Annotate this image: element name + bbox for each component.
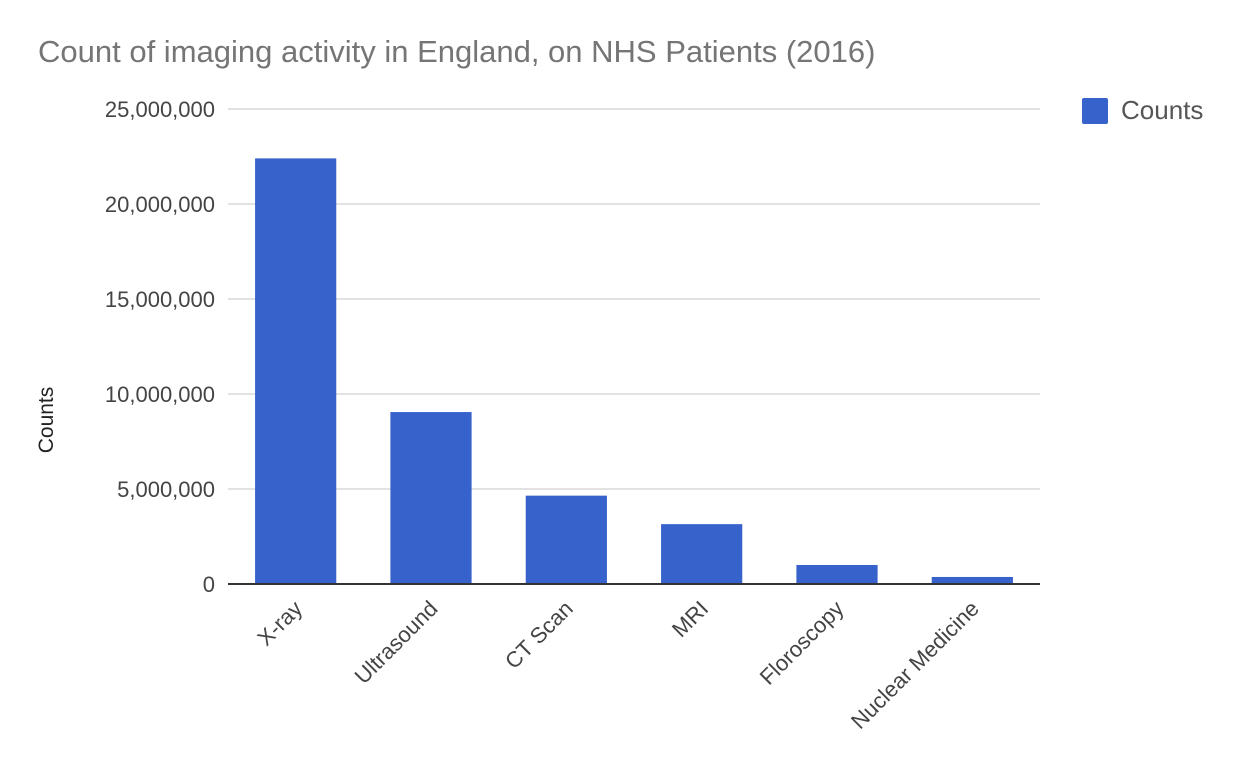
x-tick-label: CT Scan [500,596,578,674]
bar-floroscopy [796,565,878,584]
legend-label: Counts [1121,95,1204,125]
y-tick-label: 20,000,000 [105,192,215,217]
x-tick-label: MRI [667,596,713,642]
y-tick-label: 10,000,000 [105,382,215,407]
x-tick-label: X-ray [252,596,307,651]
y-tick-label: 5,000,000 [117,477,215,502]
y-tick-label: 15,000,000 [105,287,215,312]
bar-x-ray [255,158,337,584]
bar-ultrasound [390,412,472,584]
y-tick-label: 25,000,000 [105,97,215,122]
y-tick-label: 0 [203,572,215,597]
bar-mri [661,524,743,584]
x-tick-label: Ultrasound [350,596,443,689]
legend-swatch [1082,97,1108,124]
legend: Counts [1082,95,1203,126]
x-tick-label: Floroscopy [755,596,849,690]
bar-ct-scan [525,495,607,584]
chart-title: Count of imaging activity in England, on… [38,34,876,69]
bar-nuclear-medicine [931,576,1013,584]
x-tick-label: Nuclear Medicine [846,596,984,734]
